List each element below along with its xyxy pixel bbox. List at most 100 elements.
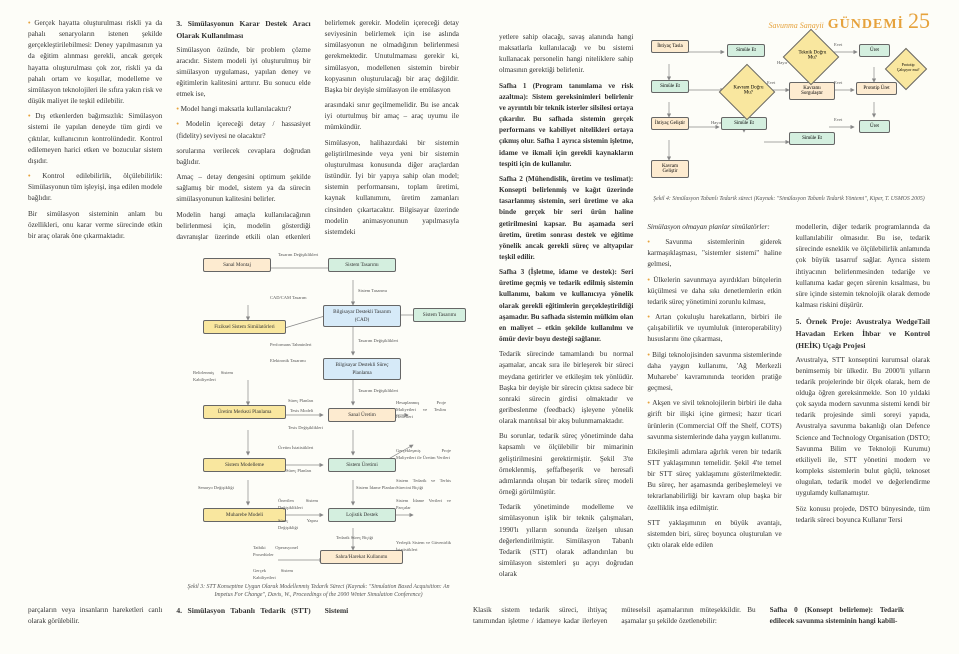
label: Performans Tahminleri <box>270 342 311 349</box>
para: Simülasyon özünde, bir problem çözme ara… <box>176 45 310 101</box>
heading-3: 3. Simülasyonun Karar Destek Aracı Olara… <box>176 18 310 42</box>
bullet: Savunma sistemlerinin giderek karmaşıkla… <box>647 237 781 270</box>
label-evet: Evet <box>834 80 842 85</box>
node-sistem-uretimi: Sistem Üretimi <box>328 458 396 472</box>
label: Süreç Yapısı Değişikliği <box>278 518 318 532</box>
node-ihtiyac-gelistir: İhtiyaç Geliştir <box>651 117 689 130</box>
para: Tedarik yönetiminde modelleme ve simülas… <box>499 502 633 580</box>
label: Sistem Tasarımı <box>358 288 387 295</box>
para: Etkileşimli adımlara ağırlık veren bir t… <box>647 447 781 514</box>
label: Belirlenmiş Sistem Kabiliyetleri <box>193 370 233 384</box>
diagram-stt-process: Sanal Montaj Sistem Tasarımı Fiziksel Si… <box>178 250 459 599</box>
node-uret2: Üret <box>859 120 890 133</box>
heading-4: 4. Simülasyon Tabanlı Tedarik (STT) Sist… <box>176 605 459 628</box>
bullet: Dış etkenlerden bağımsızlık: Simülasyon … <box>28 111 162 167</box>
bullet: Bilgi teknolojisinden savunma sistemleri… <box>647 350 781 395</box>
bullet: Artan çokuluşlu harekatların, birbiri il… <box>647 312 781 345</box>
node-kavram-gelistir: Kavram Geliştir <box>651 160 689 178</box>
label-hayir: Hayır <box>777 60 787 65</box>
para: sorularına verilecek cevaplara doğrudan … <box>176 146 310 168</box>
node-sanal-montaj: Sanal Montaj <box>203 258 271 272</box>
label: Tasarım Değişiklikleri <box>278 252 318 259</box>
node-simule2: Simüle Et <box>651 80 689 93</box>
para: Avustralya, STT konseptini kurumsal olar… <box>796 355 930 500</box>
label-evet: Evet <box>834 42 842 47</box>
node-sistem-modelleme: Sistem Modelleme <box>203 458 286 472</box>
label: Tedarik Süreç Biçiği <box>336 535 376 542</box>
node-muharebe: Muharebe Modeli <box>203 508 286 522</box>
heading-5: 5. Örnek Proje: Avustralya WedgeTail Hav… <box>796 316 930 351</box>
label: Önerilen Sistem Değişiklikleri <box>278 498 318 512</box>
label: Tesis Değişiklikleri <box>288 425 323 432</box>
para: parçaların veya insanların hareketleri c… <box>28 605 162 627</box>
label: Sistem İdame Verileri ve Parçalar <box>396 498 451 512</box>
label: Süreç Planları <box>288 398 313 405</box>
label: Tasarım Değişiklikleri <box>358 338 398 345</box>
label: Hesaplanmış Proje Maliyetleri ve Teslim … <box>396 400 446 421</box>
label: Üretim İstatistikleri <box>278 445 313 452</box>
label: Tatbiki Operasyonel Prosedürler <box>253 545 298 559</box>
label: Gerçekleşmiş Proje Maliyetleri ile Üreti… <box>396 448 451 462</box>
node-cad: Bilgisayar Destekli Tasarım (CAD) <box>323 305 401 327</box>
left-page: Gerçek hayatta oluşturulması riskli ya d… <box>0 0 479 654</box>
magazine-name: Savunma Sanayii <box>768 21 823 30</box>
para: Amaç – detay dengesini optimum şekilde s… <box>176 172 310 205</box>
node-teknik-dogru: Teknik Doğru Mu? <box>783 29 840 86</box>
node-kavram-sorgulan: Kavramı Sorgulaştır <box>789 82 835 100</box>
right-page: Savunma Sanayii GÜNDEMİ 25 <box>479 0 958 654</box>
diagram2-caption: Şekil 4: Simülasyon Tabanlı Tedarik süre… <box>649 196 929 204</box>
label: Sistem Tedarik ve Terhis Sürecini Biçiği <box>396 478 451 492</box>
node-fiziksel: Fiziksel Sistem Simülatörleri <box>203 320 286 334</box>
diagram-stt-flow: İhtiyaç Tasla Simüle Et Simüle Et İhtiya… <box>649 32 929 204</box>
node-uretim-merkezi: Üretim Merkezi Planlama <box>203 405 286 419</box>
label: Süreç Planları <box>286 468 311 475</box>
node-sahra: Sahra/Harekat Kullanımı <box>320 550 403 564</box>
bullet: Gerçek hayatta oluşturulması riskli ya d… <box>28 18 162 107</box>
para: Simülasyon, halihazırdaki bir sistemin g… <box>325 138 459 238</box>
para: Tedarik sürecinde tamamlandı bu normal a… <box>499 349 633 427</box>
label: Gerçek Sistem Kabiliyetleri <box>253 568 293 582</box>
node-simule4: Simüle Et <box>789 132 835 145</box>
node-surec-planlama: Bilgisayar Destekli Süreç Planlama <box>323 358 401 380</box>
node-sanal-uretim: Sanal Üretim <box>328 408 396 422</box>
label: Yerleşik Sistem ve Güvenirlik İstatistik… <box>396 540 451 554</box>
label: Sistem İdame Planları <box>356 485 396 492</box>
para: STT yaklaşımının en büyük avantajı, sist… <box>647 518 781 551</box>
para: arasındaki sınır geçilmemelidir. Bu ise … <box>325 100 459 133</box>
para: Safha 2 (Mühendislik, üretim ve teslimat… <box>499 174 633 263</box>
para: modellerin, diğer tedarik programlarında… <box>796 222 930 311</box>
para: Söz konusu projede, DSTO bünyesinde, tüm… <box>796 504 930 526</box>
para: Bu sorunlar, tedarik süreç yönetiminde d… <box>499 431 633 498</box>
left-columns: Gerçek hayatta oluşturulması riskli ya d… <box>28 18 459 628</box>
node-sistem-tasarimi: Sistem Tasarımı <box>328 258 396 272</box>
diagram1-caption: Şekil 3: STT Konseptine Uygun Olarak Mod… <box>178 584 459 599</box>
node-uret1: Üret <box>859 44 890 57</box>
table-caption: Simülasyon olmayan planlar simülatörler: <box>647 222 781 233</box>
node-simule3: Simüle Et <box>721 117 767 130</box>
para: Safha 1 (Program tanımlama ve risk azalt… <box>499 81 633 170</box>
node-simule1: Simüle Et <box>727 44 765 57</box>
page-header: Savunma Sanayii GÜNDEMİ 25 <box>768 8 930 34</box>
bullet: Kontrol edilebilirlik, ölçülebilirlik: S… <box>28 171 162 204</box>
bullet: Model hangi maksatla kullanılacaktır? <box>176 104 310 115</box>
label: CAD/CAM Tasarım <box>270 295 306 302</box>
node-kavram-dogru: Kavram Doğru Mu? <box>719 64 776 121</box>
bullet: Ülkelerin savunmaya ayırdıkları bütçeler… <box>647 275 781 308</box>
bullet: Akşen ve sivil teknolojilerin birbiri il… <box>647 398 781 443</box>
para: Safha 3 (İşletme, idame ve destek): Seri… <box>499 267 633 345</box>
label-evet: Evet <box>834 117 842 122</box>
node-lojistik: Lojistik Destek <box>328 508 396 522</box>
label-evet: Evet <box>767 80 775 85</box>
magazine-title: GÜNDEMİ <box>828 17 904 33</box>
node-ihtiyac: İhtiyaç Tasla <box>651 40 689 53</box>
para: Bir simülasyon sisteminin anlam bu özell… <box>28 209 162 242</box>
label-hayir: Hayır <box>711 120 721 125</box>
label: Tasarım Değişiklikleri <box>358 388 398 395</box>
label: Senaryo Değişikliği <box>198 485 234 492</box>
para: yetlere sahip olacağı, savaş alanında ha… <box>499 32 633 77</box>
bullet: Modelin içereceği detay / hassasiyet (fi… <box>176 119 310 141</box>
label: Tesis Modeli <box>290 408 313 415</box>
node-prototip-uret: Prototip Üret <box>856 82 897 95</box>
node-sistem-tasarimi2: Sistem Tasarımı <box>413 308 466 322</box>
page-number: 25 <box>908 8 930 34</box>
